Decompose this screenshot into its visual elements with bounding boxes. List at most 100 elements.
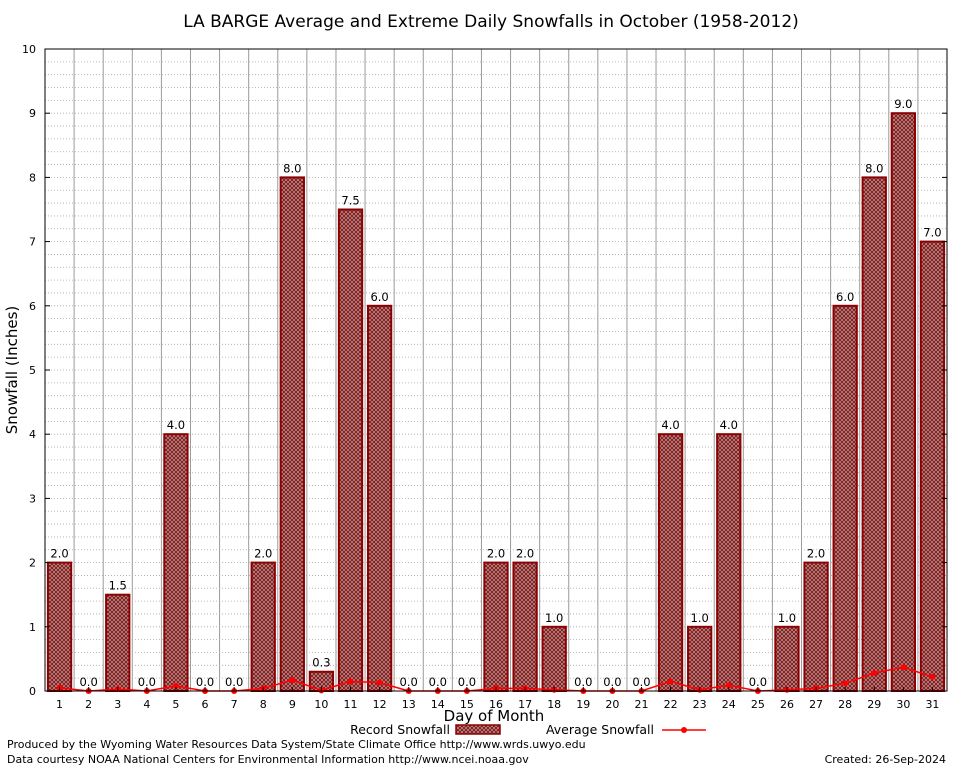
record-data-label: 7.0 — [923, 226, 941, 240]
x-tick-label: 26 — [780, 698, 794, 711]
average-point — [376, 679, 383, 686]
x-tick-label: 27 — [809, 698, 823, 711]
record-data-label: 4.0 — [720, 418, 738, 432]
x-tick-label: 19 — [576, 698, 590, 711]
record-data-label: 2.0 — [516, 547, 534, 561]
record-data-label: 7.5 — [341, 194, 359, 208]
record-bar — [861, 176, 887, 692]
record-bar — [163, 433, 189, 692]
x-tick-label: 8 — [260, 698, 267, 711]
chart-title: LA BARGE Average and Extreme Daily Snowf… — [183, 12, 799, 32]
record-data-label: 1.0 — [778, 611, 796, 625]
y-tick-label: 9 — [29, 107, 36, 120]
record-data-label: 1.5 — [109, 579, 127, 593]
y-tick-label: 10 — [22, 43, 36, 56]
y-axis-ticks: 0 1 2 3 4 5 6 7 8 9 10 — [22, 43, 947, 698]
record-bar — [279, 176, 305, 692]
record-data-label: 0.0 — [429, 675, 447, 689]
y-tick-label: 1 — [29, 621, 36, 634]
record-data-label: 0.0 — [196, 675, 214, 689]
legend-average-label: Average Snowfall — [546, 722, 654, 737]
y-tick-label: 7 — [29, 236, 36, 249]
legend: Record Snowfall Average Snowfall — [350, 722, 706, 737]
x-tick-label: 31 — [925, 698, 939, 711]
x-tick-label: 23 — [693, 698, 707, 711]
x-tick-label: 5 — [172, 698, 179, 711]
record-data-label: 1.0 — [691, 611, 709, 625]
record-bar — [716, 433, 742, 692]
average-point — [842, 680, 849, 687]
legend-average-marker — [681, 727, 687, 733]
record-data-label: 0.0 — [632, 675, 650, 689]
record-data-label: 8.0 — [865, 161, 883, 175]
record-bar — [541, 625, 567, 692]
x-tick-label: 10 — [314, 698, 328, 711]
x-tick-label: 7 — [231, 698, 238, 711]
x-tick-label: 30 — [896, 698, 910, 711]
x-tick-label: 15 — [460, 698, 474, 711]
record-bar — [366, 304, 393, 692]
average-point — [289, 677, 296, 684]
record-bar — [657, 433, 684, 692]
y-tick-label: 0 — [29, 685, 36, 698]
y-axis-label: Snowfall (Inches) — [3, 306, 21, 434]
x-tick-label: 9 — [289, 698, 296, 711]
record-bar — [890, 112, 916, 692]
x-tick-label: 3 — [114, 698, 121, 711]
record-data-label: 0.0 — [225, 675, 243, 689]
record-data-label: 2.0 — [254, 547, 272, 561]
record-bar — [250, 561, 276, 692]
record-bar — [483, 561, 509, 692]
average-point — [667, 678, 674, 685]
legend-record-swatch — [455, 724, 501, 735]
x-tick-label: 16 — [489, 698, 503, 711]
record-data-label: 8.0 — [283, 161, 301, 175]
y-tick-label: 6 — [29, 300, 36, 313]
record-data-label: 4.0 — [661, 418, 679, 432]
record-data-label: 6.0 — [836, 290, 854, 304]
legend-record-label: Record Snowfall — [350, 722, 450, 737]
x-tick-label: 12 — [373, 698, 387, 711]
record-data-label: 0.0 — [458, 675, 476, 689]
x-tick-label: 14 — [431, 698, 445, 711]
record-data-label: 0.0 — [603, 675, 621, 689]
record-data-label: 2.0 — [487, 547, 505, 561]
y-tick-label: 5 — [29, 364, 36, 377]
record-data-label: 0.0 — [400, 675, 418, 689]
x-tick-label: 29 — [867, 698, 881, 711]
x-axis-label: Day of Month — [444, 707, 545, 725]
x-tick-label: 18 — [547, 698, 561, 711]
x-tick-label: 13 — [402, 698, 416, 711]
data-labels: 2.0 0.0 1.5 0.0 4.0 0.0 0.0 2.0 8.0 0.3 7.5 6.0 0.0 0… — [50, 97, 941, 689]
footer-created-date: Created: 26-Sep-2024 — [824, 753, 946, 766]
record-bar — [46, 561, 73, 692]
y-tick-label: 8 — [29, 171, 36, 184]
x-tick-label: 20 — [605, 698, 619, 711]
x-tick-label: 24 — [722, 698, 736, 711]
x-tick-label: 28 — [838, 698, 852, 711]
record-bar — [105, 593, 131, 693]
x-tick-label: 6 — [202, 698, 209, 711]
record-bar — [774, 625, 800, 692]
footer-credit-line1: Produced by the Wyoming Water Resources … — [7, 738, 586, 751]
x-tick-label: 17 — [518, 698, 532, 711]
record-data-label: 0.0 — [749, 675, 767, 689]
record-bar — [687, 625, 713, 692]
record-data-label: 0.0 — [574, 675, 592, 689]
record-bar — [832, 304, 858, 692]
x-tick-label: 25 — [751, 698, 765, 711]
x-tick-label: 22 — [664, 698, 678, 711]
average-point — [172, 682, 179, 689]
footer-credit-line2: Data courtesy NOAA National Centers for … — [7, 753, 529, 766]
record-data-label: 0.0 — [138, 675, 156, 689]
record-data-label: 4.0 — [167, 418, 185, 432]
y-tick-label: 3 — [29, 492, 36, 505]
record-data-label: 2.0 — [50, 547, 68, 561]
x-tick-label: 11 — [344, 698, 358, 711]
x-tick-label: 21 — [634, 698, 648, 711]
x-tick-label: 4 — [143, 698, 150, 711]
average-point — [900, 664, 907, 671]
average-point — [871, 670, 878, 677]
record-data-label: 2.0 — [807, 547, 825, 561]
